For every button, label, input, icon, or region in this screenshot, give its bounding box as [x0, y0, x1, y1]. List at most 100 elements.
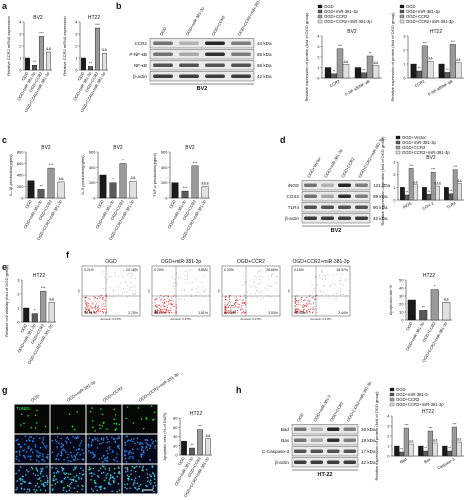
- cell-nucleus: [124, 471, 127, 473]
- cell-nucleus: [90, 488, 93, 490]
- blot-band: [293, 427, 307, 432]
- y-tick-label: 200: [161, 180, 168, 185]
- flow-dot: [198, 292, 200, 293]
- bar: [181, 190, 189, 199]
- cell-nucleus: [87, 443, 90, 446]
- cell-nucleus: [116, 475, 119, 478]
- quadrant-percent: 76.91%: [84, 311, 96, 315]
- flow-dot: [88, 297, 90, 299]
- flow-dot: [321, 291, 323, 293]
- cell-nucleus: [39, 477, 41, 479]
- cell-nucleus: [34, 414, 37, 416]
- cell-nucleus: [82, 485, 84, 488]
- cell-nucleus: [37, 451, 40, 453]
- significance-mark: ***: [95, 22, 100, 27]
- flow-dot: [243, 312, 245, 314]
- blot-band: [355, 216, 368, 221]
- flow-dot: [321, 271, 323, 273]
- blot-band: [293, 460, 307, 465]
- flow-dot: [85, 302, 87, 304]
- flow-dot: [113, 291, 114, 292]
- cell-nucleus: [64, 476, 67, 479]
- cell-nucleus: [69, 473, 72, 475]
- flow-dot: [244, 297, 246, 299]
- cell-nucleus: [68, 489, 71, 492]
- flow-dot: [95, 305, 96, 307]
- flow-dot: [159, 308, 161, 310]
- flow-dot: [227, 302, 229, 304]
- lane-label: OGD+CCR2: [340, 156, 356, 179]
- cell-nucleus: [80, 440, 83, 442]
- cell-nucleus: [92, 453, 95, 455]
- cell-nucleus: [15, 450, 17, 453]
- flow-dot: [158, 297, 160, 299]
- flow-dot: [224, 308, 226, 310]
- flow-dot: [305, 296, 307, 298]
- cell-nucleus: [42, 436, 45, 439]
- flow-dot: [333, 294, 334, 296]
- flow-dot: [303, 303, 304, 305]
- cell-nucleus: [43, 445, 46, 448]
- flow-dot: [186, 278, 188, 280]
- bar: [444, 72, 451, 79]
- flow-dot: [302, 309, 304, 311]
- lane-label: OGD: [296, 412, 305, 422]
- y-axis-label: Apoptotic cells (% of DAPI): [162, 412, 167, 461]
- cell-nucleus: [126, 474, 129, 477]
- flow-dot: [244, 302, 246, 304]
- flow-dot: [224, 303, 226, 305]
- cell-nucleus: [24, 443, 26, 446]
- cell-nucleus: [126, 470, 129, 472]
- cell-nucleus: [94, 430, 96, 432]
- significance-mark: **: [400, 448, 403, 452]
- cell-nucleus: [113, 438, 115, 441]
- cell-nucleus: [126, 466, 129, 469]
- cell-nucleus: [146, 439, 149, 442]
- significance-mark: ***: [39, 30, 44, 35]
- flow-dot: [104, 312, 106, 314]
- flow-dot: [272, 273, 274, 275]
- cell-nucleus: [22, 475, 24, 478]
- flow-dot: [328, 285, 330, 287]
- cell-nucleus: [44, 425, 47, 428]
- flow-dot: [275, 289, 277, 291]
- cell-nucleus: [151, 442, 154, 445]
- flow-dot: [90, 311, 92, 313]
- flow-dot: [259, 292, 260, 294]
- significance-mark: &&&: [434, 182, 442, 186]
- flow-dot: [164, 306, 166, 307]
- y-tick-label: 0: [165, 196, 168, 201]
- cell-nucleus: [30, 427, 32, 429]
- cell-nucleus: [114, 440, 116, 443]
- cell-nucleus: [32, 440, 34, 442]
- flow-dot: [301, 296, 303, 298]
- flow-dot: [250, 296, 252, 297]
- cell-nucleus: [28, 488, 31, 490]
- bar: [27, 180, 35, 199]
- flow-dot: [307, 302, 309, 304]
- flow-dot: [321, 270, 323, 272]
- flow-dot: [103, 297, 105, 299]
- flow-dot: [95, 311, 97, 313]
- flow-dot: [309, 296, 311, 298]
- bar: [427, 61, 434, 79]
- flow-dot: [135, 286, 136, 287]
- cell-nucleus: [153, 490, 155, 493]
- blot-band: [205, 74, 225, 79]
- significance-mark: &&: [456, 58, 461, 62]
- significance-mark: &&: [58, 176, 64, 181]
- cell-nucleus: [19, 482, 22, 485]
- cell-nucleus: [109, 448, 111, 451]
- flow-dot: [270, 275, 272, 277]
- flow-dot: [166, 301, 168, 303]
- significance-mark: ***: [183, 185, 188, 190]
- row-size: 26 kDa: [361, 427, 376, 432]
- flow-dot: [257, 272, 259, 274]
- flow-dot: [332, 282, 334, 284]
- bar: [447, 450, 453, 457]
- flow-dot: [166, 310, 168, 312]
- cell-nucleus: [27, 414, 29, 417]
- flow-dot: [241, 312, 243, 313]
- cell-nucleus: [81, 458, 83, 461]
- flow-dot: [84, 308, 86, 310]
